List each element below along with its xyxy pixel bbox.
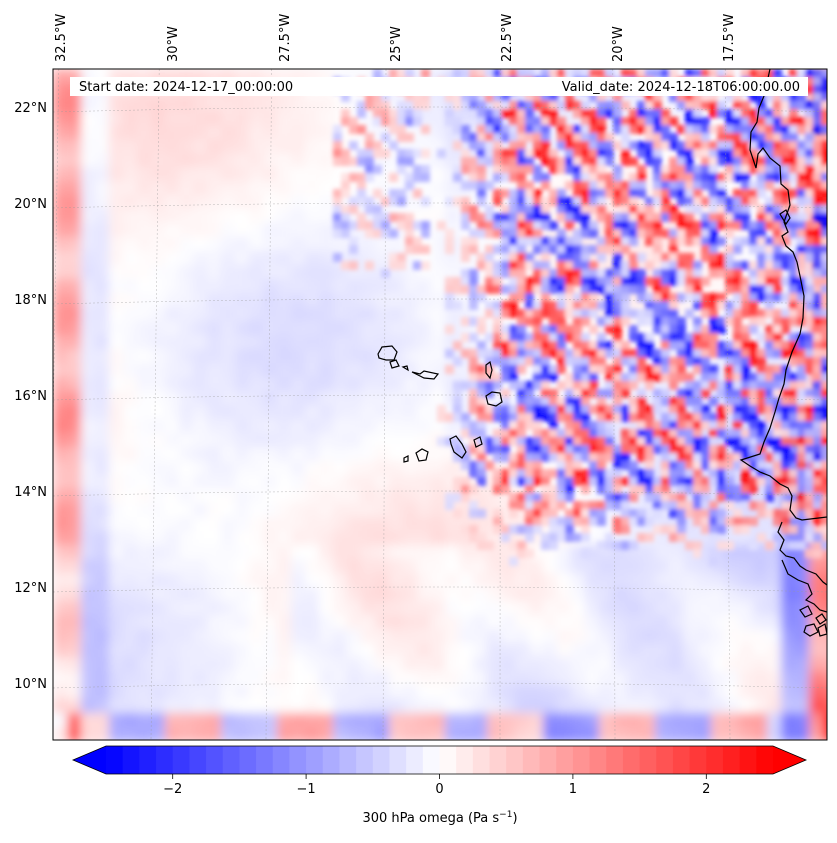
colorbar-tick-label: 2 bbox=[702, 782, 710, 797]
lat-label: 14°N bbox=[14, 485, 47, 500]
colorbar-label: 300 hPa omega (Pa s−1) bbox=[362, 810, 517, 826]
colorbar-label-exponent: −1 bbox=[499, 810, 512, 820]
colorbar-ticks: −2 −1 0 1 2 bbox=[163, 774, 710, 797]
lon-label: 32.5°W bbox=[54, 14, 69, 62]
lon-label: 27.5°W bbox=[278, 14, 293, 62]
colorbar-blocks bbox=[106, 746, 774, 774]
colorbar-tick-label: −2 bbox=[163, 782, 182, 797]
lat-label: 16°N bbox=[14, 389, 47, 404]
longitude-labels: 32.5°W 30°W 27.5°W 25°W 22.5°W 20°W 17.5… bbox=[54, 14, 737, 62]
colorbar-tick-label: −1 bbox=[297, 782, 316, 797]
lon-label: 30°W bbox=[166, 26, 181, 62]
lat-label: 18°N bbox=[14, 293, 47, 308]
lon-label: 20°W bbox=[611, 26, 626, 62]
colorbar-right-extend bbox=[773, 746, 806, 774]
lat-label: 20°N bbox=[14, 197, 47, 212]
colorbar-tick-label: 0 bbox=[435, 782, 443, 797]
colorbar: −2 −1 0 1 2 300 hPa omega (Pa s−1) bbox=[73, 746, 806, 826]
lon-label: 22.5°W bbox=[500, 14, 515, 62]
colorbar-label-close: ) bbox=[512, 811, 517, 826]
colorbar-tick-label: 1 bbox=[569, 782, 577, 797]
lat-label: 12°N bbox=[14, 581, 47, 596]
lon-label: 17.5°W bbox=[722, 14, 737, 62]
map-area: Start date: 2024-12-17_00:00:00 Valid_da… bbox=[48, 69, 837, 742]
start-date-label: Start date: 2024-12-17_00:00:00 bbox=[79, 80, 293, 95]
valid-date-label: Valid_date: 2024-12-18T06:00:00.00 bbox=[562, 80, 800, 95]
colorbar-left-extend bbox=[73, 746, 106, 774]
lat-label: 22°N bbox=[14, 101, 47, 116]
latitude-labels: 22°N 20°N 18°N 16°N 14°N 12°N 10°N bbox=[14, 101, 47, 692]
lon-label: 25°W bbox=[389, 26, 404, 62]
lat-label: 10°N bbox=[14, 677, 47, 692]
